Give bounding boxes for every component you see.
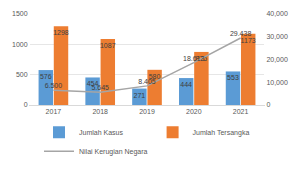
svg-text:2020: 2020 [186,108,202,115]
svg-text:30,000: 30,000 [266,33,288,40]
svg-text:29.438: 29.438 [230,30,252,37]
svg-text:1500: 1500 [12,10,28,17]
svg-text:875: 875 [196,55,208,62]
svg-text:1173: 1173 [241,37,256,44]
svg-text:20,000: 20,000 [266,56,288,63]
svg-text:580: 580 [149,73,161,80]
svg-text:Nilai Kerugian Negara: Nilai Kerugian Negara [79,148,148,156]
svg-text:10,000: 10,000 [266,79,288,86]
svg-text:1298: 1298 [53,29,69,36]
svg-text:500: 500 [16,71,28,78]
svg-text:1000: 1000 [12,41,28,48]
svg-text:1087: 1087 [100,42,116,49]
svg-text:5.645: 5.645 [91,84,109,91]
svg-text:2018: 2018 [92,108,108,115]
svg-text:0: 0 [24,101,28,108]
svg-text:576: 576 [40,73,52,80]
svg-text:553: 553 [227,74,239,81]
svg-text:454: 454 [87,80,99,87]
svg-text:Jumlah Tersangka: Jumlah Tersangka [193,129,250,137]
svg-text:2017: 2017 [46,108,62,115]
svg-text:444: 444 [180,81,192,88]
svg-text:Jumlah Kasus: Jumlah Kasus [79,129,123,136]
svg-text:271: 271 [134,92,146,99]
svg-text:40,000: 40,000 [266,10,288,17]
svg-text:0: 0 [266,101,270,108]
svg-text:6.500: 6.500 [45,82,63,89]
svg-text:8.405: 8.405 [138,78,156,85]
svg-text:2021: 2021 [233,108,249,115]
svg-text:2019: 2019 [139,108,155,115]
svg-text:18.613: 18.613 [183,55,205,62]
